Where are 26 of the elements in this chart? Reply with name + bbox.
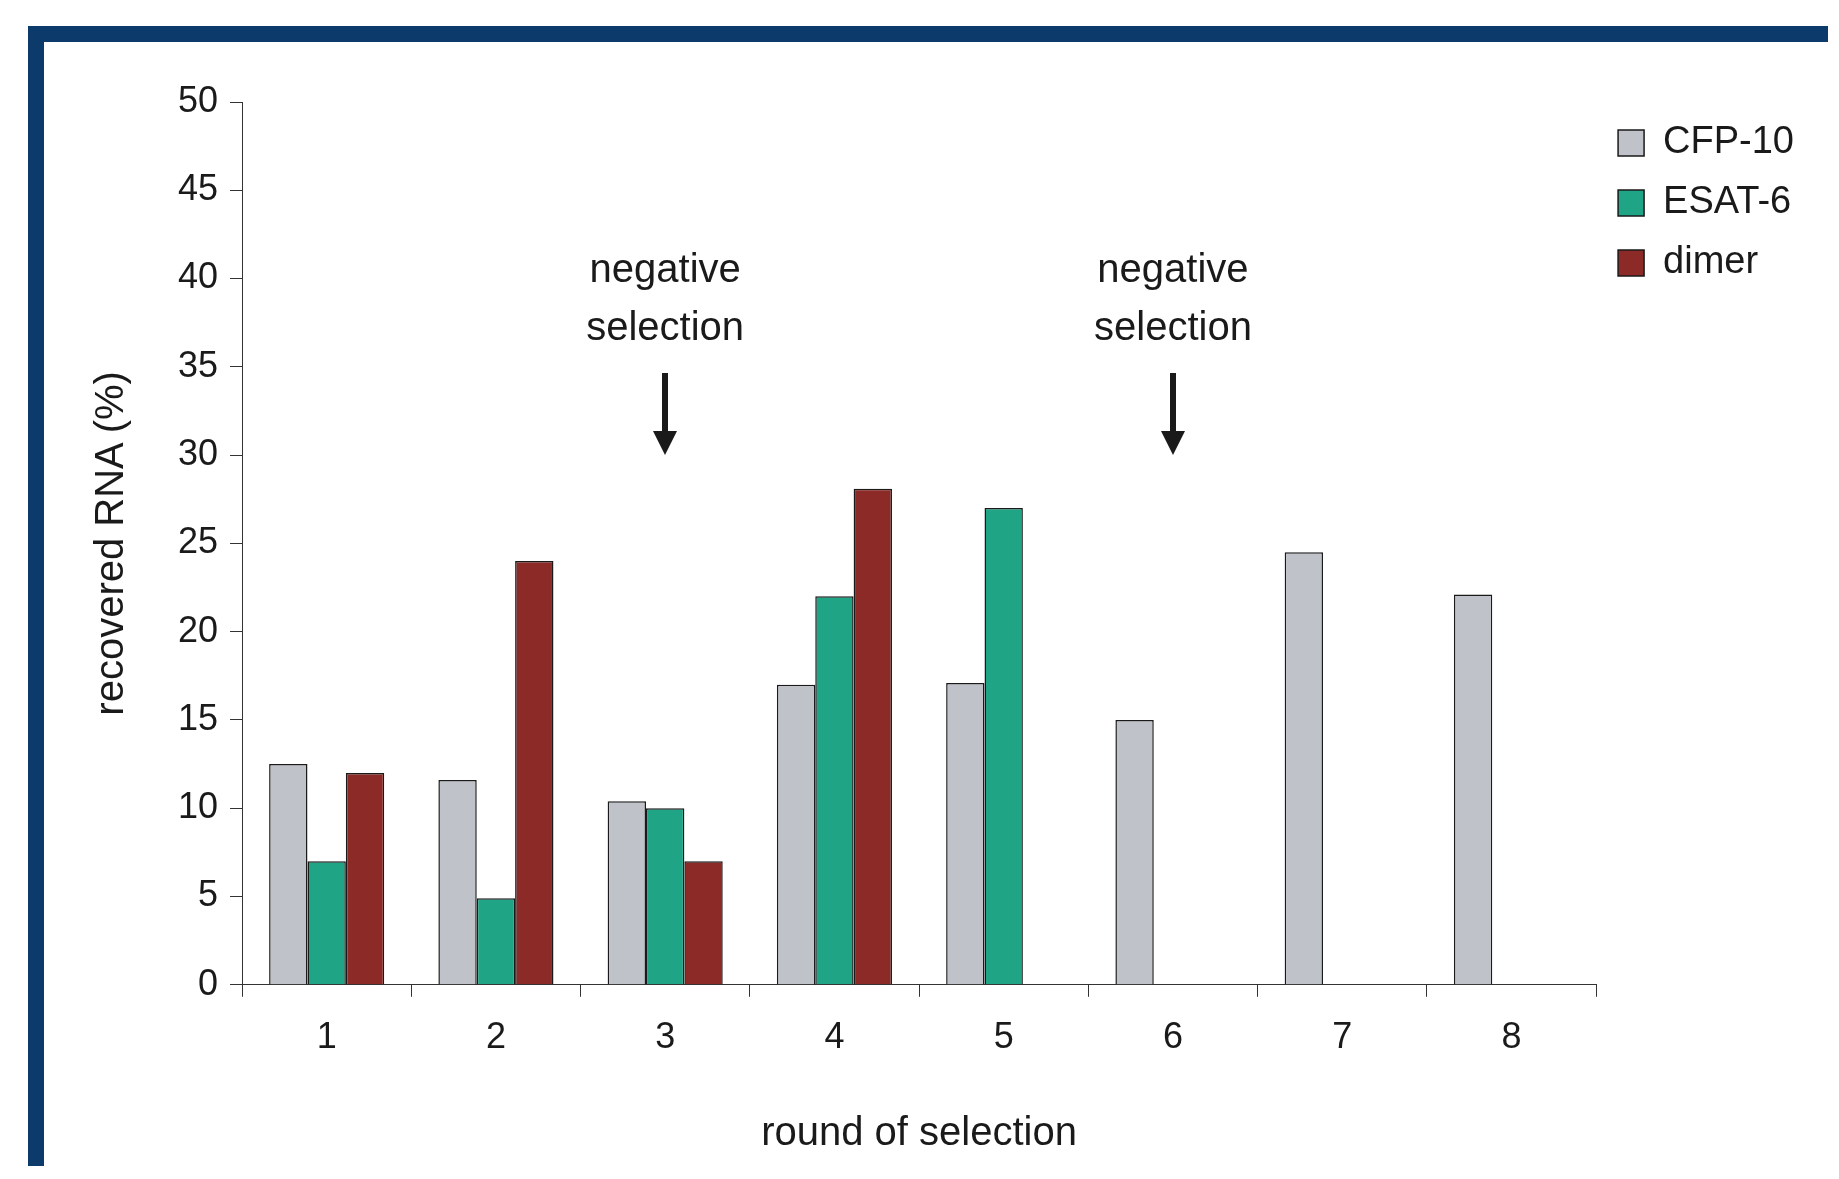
x-tick-label: 4: [824, 1015, 845, 1057]
x-tick-label: 1: [316, 1015, 337, 1057]
annotation: negative selection: [1093, 245, 1253, 351]
y-tick-label: 5: [198, 873, 219, 915]
y-tick-label: 15: [178, 696, 219, 738]
annotation: negative selection: [585, 245, 746, 351]
x-tick-label: 8: [1501, 1015, 1522, 1057]
x-axis-title: round of selection: [761, 1109, 1077, 1154]
legend-label: dimer: [1663, 239, 1759, 282]
y-tick-label: 30: [178, 432, 219, 474]
x-tick-label: 3: [655, 1015, 676, 1057]
y-tick-label: 40: [178, 255, 219, 297]
x-tick-label: 2: [485, 1015, 506, 1057]
y-axis-title: recovered RNA (%): [87, 371, 132, 716]
x-tick-label: 7: [1332, 1015, 1353, 1057]
y-tick-label: 50: [178, 78, 219, 120]
x-tick-label: 5: [993, 1015, 1014, 1057]
y-tick-label: 25: [178, 520, 219, 562]
y-tick-label: 35: [178, 343, 219, 385]
y-tick-label: 20: [178, 608, 219, 650]
legend-label: ESAT-6: [1663, 179, 1792, 222]
legend-label: CFP-10: [1663, 119, 1794, 162]
y-tick-label: 0: [198, 961, 219, 1003]
y-tick-label: 10: [178, 785, 219, 827]
x-tick-label: 6: [1162, 1015, 1183, 1057]
y-tick-label: 45: [178, 167, 219, 209]
